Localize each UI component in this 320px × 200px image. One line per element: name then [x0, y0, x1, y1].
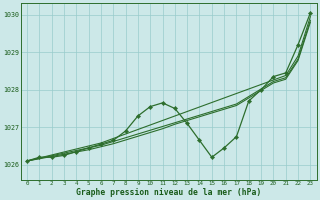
X-axis label: Graphe pression niveau de la mer (hPa): Graphe pression niveau de la mer (hPa)	[76, 188, 261, 197]
